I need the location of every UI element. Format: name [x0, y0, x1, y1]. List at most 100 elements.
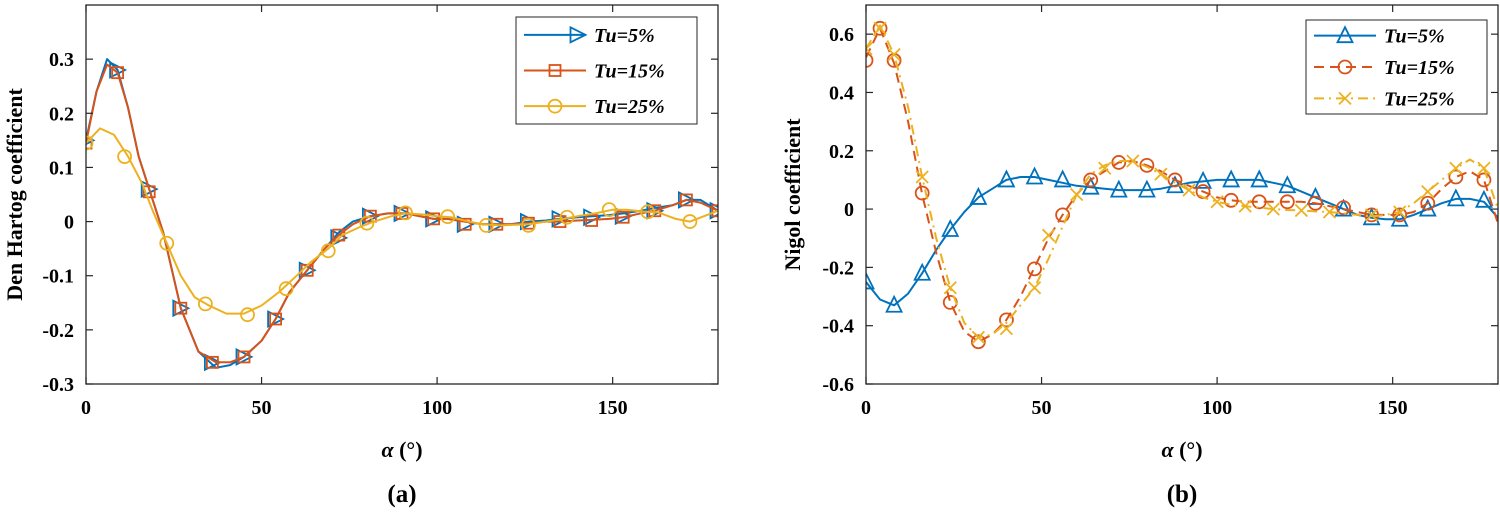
series-2-point — [440, 209, 456, 225]
series-2-point — [887, 47, 901, 62]
series-1-point — [1111, 155, 1127, 170]
series-2-point — [1154, 167, 1168, 181]
series-0-point — [361, 207, 380, 226]
y-tick-label: -0.2 — [822, 257, 854, 279]
series-0-point — [1137, 179, 1156, 198]
panel-b: 0 50 100 150 -0.6 -0.4 -0.2 0 0.2 0.4 0.6 α (°) Nigo… — [780, 4, 1499, 508]
series-1-point — [111, 66, 124, 80]
series-0-point — [267, 310, 286, 328]
series-line-2 — [866, 24, 1498, 339]
series-2-point — [1126, 154, 1140, 168]
series-2-point — [278, 281, 294, 297]
series-2-point — [86, 135, 94, 151]
panel-label: (a) — [387, 481, 416, 508]
series-1-point — [1476, 172, 1492, 188]
series-0-point — [1025, 166, 1044, 185]
y-tick-label: -0.1 — [42, 266, 74, 288]
series-2-point — [1027, 281, 1042, 295]
series-0-point — [1109, 179, 1128, 198]
y-axis-label: Nigol coefficient — [780, 118, 805, 271]
series-1-point — [585, 214, 598, 227]
series-0-point — [1390, 208, 1409, 227]
x-tick-label: 100 — [422, 397, 452, 419]
y-tick-label: 0.3 — [49, 49, 74, 71]
series-2-point — [398, 205, 413, 221]
series-2-point — [601, 202, 617, 218]
series-line-0 — [866, 176, 1498, 307]
y-tick-label: 0.6 — [829, 24, 854, 46]
series-0-point — [1278, 175, 1297, 194]
series-1-point — [1392, 207, 1408, 223]
series-1-point — [458, 217, 472, 231]
series-0-point — [885, 294, 904, 313]
series-1-point — [1448, 169, 1464, 185]
series-1-point — [1251, 194, 1267, 210]
series-2-point — [1393, 205, 1407, 219]
series-1-point — [1027, 261, 1042, 277]
series-2-point — [1364, 208, 1379, 222]
series-2-point — [359, 215, 375, 231]
series-1-point — [86, 136, 93, 150]
series-1-point — [1420, 195, 1436, 211]
series-1-point — [866, 52, 874, 68]
series-2-point — [640, 204, 656, 220]
series-2-point — [1449, 161, 1463, 175]
series-2-point — [1041, 228, 1056, 242]
legend-label: Tu=15% — [594, 61, 665, 83]
series-1-point — [970, 334, 986, 350]
series-1-point — [648, 204, 662, 218]
x-tick-label: 150 — [598, 397, 628, 419]
legend-marker — [1336, 25, 1354, 44]
series-2-point — [1070, 187, 1084, 202]
series-1-point — [1308, 195, 1323, 211]
plot-area — [866, 20, 1498, 350]
series-0-point — [678, 190, 696, 209]
legend-marker — [1338, 91, 1352, 105]
series-1-point — [1223, 192, 1239, 208]
y-tick-label: -0.4 — [822, 316, 854, 338]
series-2-point — [1421, 184, 1435, 199]
y-axis-label: Den Hartog coefficient — [2, 88, 27, 301]
series-1-point — [1279, 194, 1295, 210]
legend: Tu=5% Tu=15% Tu=25% — [1305, 19, 1488, 115]
series-2-point — [1477, 161, 1491, 175]
series-2-point — [915, 170, 929, 184]
x-tick-label: 50 — [252, 397, 272, 419]
series-1-point — [616, 210, 630, 224]
series-1-point — [1336, 200, 1351, 216]
series-1-point — [269, 312, 283, 326]
y-tick-label: -0.2 — [42, 320, 74, 342]
y-tick-label: 0.4 — [829, 82, 854, 104]
legend-marker — [1337, 59, 1353, 75]
series-2-point — [943, 281, 957, 295]
axes-box — [865, 4, 1499, 385]
series-1-point — [1083, 172, 1099, 188]
series-0-point — [1222, 169, 1241, 188]
series-2-point — [999, 321, 1014, 336]
series-2-point — [1098, 161, 1112, 175]
axes-box — [85, 4, 719, 385]
legend-marker — [569, 25, 588, 44]
series-1-point — [999, 312, 1014, 328]
legend-label: Tu=15% — [1384, 57, 1455, 79]
series-2-point — [521, 217, 536, 233]
series-2-point — [197, 296, 213, 312]
x-tick-label: 0 — [81, 397, 91, 419]
series-0-point — [866, 271, 875, 290]
series-2-point — [240, 307, 255, 323]
series-0-point — [203, 353, 222, 372]
series-0-point — [1053, 169, 1072, 188]
series-2-point — [971, 330, 985, 344]
series-0-point — [1446, 188, 1465, 207]
x-axis-label: α (°) — [1161, 437, 1202, 462]
series-2-point — [320, 243, 336, 259]
series-2-point — [682, 214, 698, 229]
series-0-point — [646, 201, 665, 220]
legend-label: Tu=5% — [594, 25, 655, 47]
x-tick-label: 50 — [1032, 397, 1052, 419]
y-tick-label: -0.3 — [42, 374, 74, 396]
y-tick-label: 0.2 — [829, 141, 854, 163]
legend: Tu=5% Tu=15% Tu=25% — [515, 16, 698, 125]
series-0-point — [997, 169, 1016, 188]
